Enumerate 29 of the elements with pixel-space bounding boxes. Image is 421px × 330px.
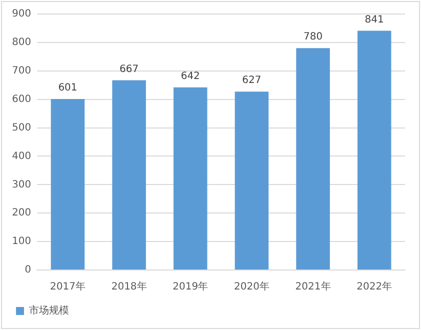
bar [234,92,269,270]
y-tick-label: 600 [12,94,32,105]
x-tick-label: 2022年 [356,280,392,293]
data-label: 601 [58,82,78,94]
bar [357,30,392,270]
x-tick-label: 2017年 [50,280,86,293]
bar [296,48,330,270]
y-tick-label: 500 [12,122,32,134]
data-label: 667 [120,64,139,75]
y-tick-label: 700 [12,65,32,76]
x-tick-label: 2019年 [172,280,208,293]
y-tick-label: 200 [12,208,32,219]
x-tick-label: 2018年 [111,280,147,293]
y-tick-label: 900 [12,8,32,20]
y-tick-label: 800 [12,37,32,48]
data-label: 642 [180,70,200,82]
y-tick-label: 0 [24,264,32,276]
y-tick-label: 300 [12,179,32,190]
data-label: 780 [303,32,323,43]
bar [50,99,85,270]
data-label: 841 [364,14,384,26]
legend-label: 市场规模 [29,304,69,317]
bar [112,80,146,270]
x-tick-label: 2020年 [234,280,270,293]
y-tick-label: 400 [12,150,32,162]
x-tick-label: 2021年 [295,280,331,293]
y-tick-label: 100 [12,236,32,248]
bar [174,87,208,270]
data-label: 627 [242,75,262,86]
